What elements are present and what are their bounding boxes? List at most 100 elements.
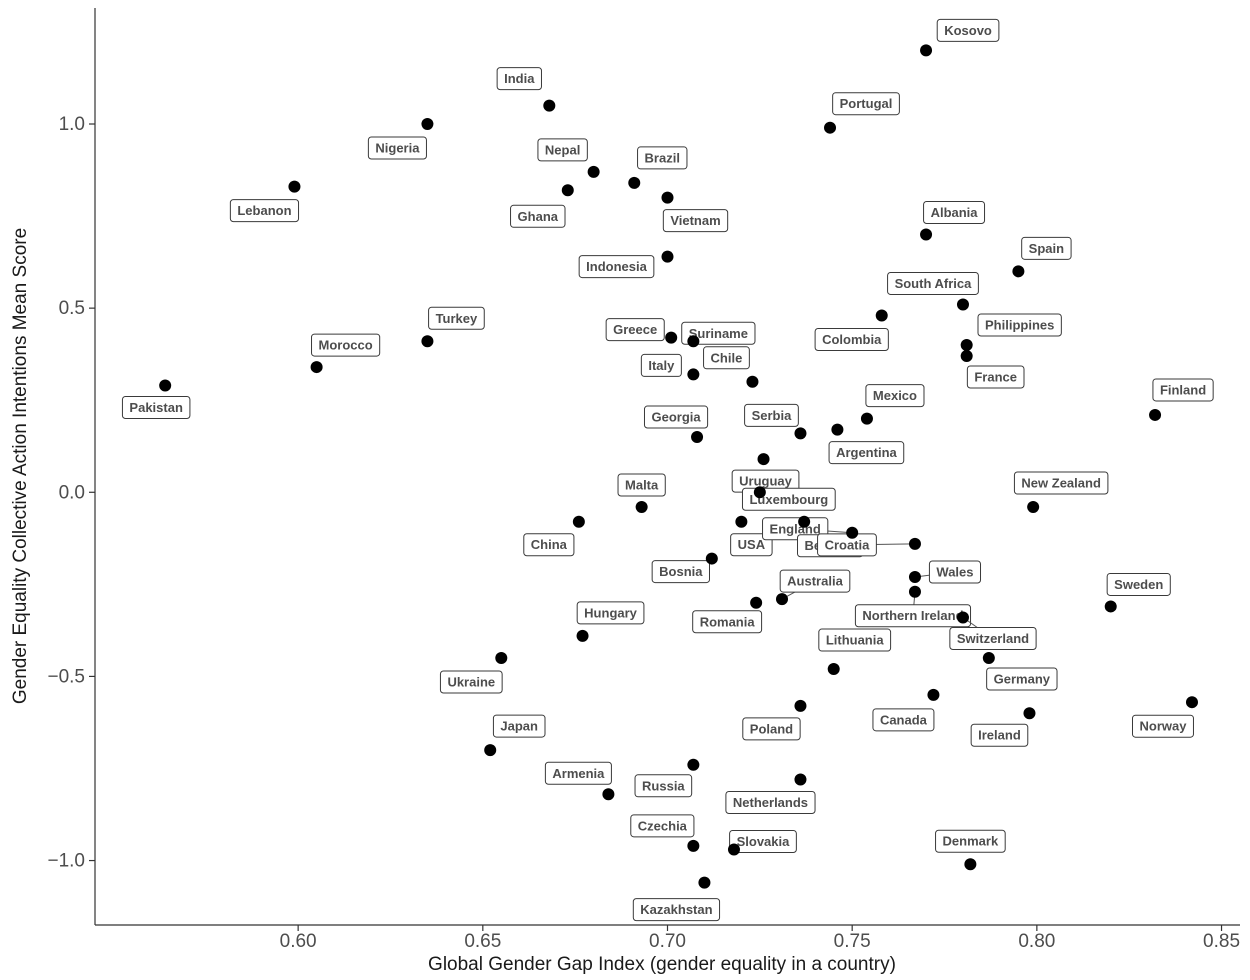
data-point bbox=[824, 121, 837, 134]
data-point bbox=[495, 652, 508, 665]
data-point bbox=[746, 375, 759, 388]
point-label-box bbox=[923, 200, 986, 224]
point-label-text: Uruguay bbox=[739, 474, 793, 489]
point-labels: Kosovo India Portugal Nigeria Nepal Brazil Leb… bbox=[121, 18, 1214, 922]
point-label-box bbox=[367, 136, 427, 160]
data-point bbox=[956, 611, 969, 624]
point-label-text: Suriname bbox=[689, 326, 748, 341]
data-point bbox=[927, 688, 940, 701]
data-point bbox=[908, 570, 921, 583]
point-label-text: USA bbox=[738, 537, 766, 552]
point-label: Canada bbox=[872, 708, 935, 732]
data-point bbox=[587, 165, 600, 178]
point-label-text: Spain bbox=[1029, 241, 1064, 256]
point-label: Ghana bbox=[510, 204, 566, 228]
point-label-box bbox=[814, 328, 889, 352]
data-point bbox=[572, 515, 585, 528]
point-label-box bbox=[828, 441, 905, 465]
point-label: Luxembourg bbox=[741, 487, 836, 511]
point-label: Norway bbox=[1131, 714, 1194, 738]
point-label-box bbox=[544, 761, 612, 785]
point-label-text: Romania bbox=[700, 614, 756, 629]
point-label-text: Finland bbox=[1160, 382, 1206, 397]
point-label-box bbox=[818, 628, 892, 652]
point-label-text: Georgia bbox=[651, 410, 701, 425]
point-label-box bbox=[854, 604, 972, 628]
data-point bbox=[798, 515, 811, 528]
point-label: Italy bbox=[640, 353, 682, 377]
point-label: Suriname bbox=[681, 321, 756, 345]
data-point bbox=[561, 184, 574, 197]
point-label-text: Sweden bbox=[1114, 577, 1163, 592]
point-label-box bbox=[936, 18, 1000, 42]
point-label-text: India bbox=[504, 71, 535, 86]
point-label-box bbox=[643, 405, 709, 429]
point-label-text: Portugal bbox=[840, 96, 893, 111]
point-label-box bbox=[966, 365, 1025, 389]
data-point bbox=[753, 486, 766, 499]
point-label: Wales bbox=[914, 560, 982, 584]
x-tick-label: 0.60 bbox=[280, 931, 317, 952]
point-label: Japan bbox=[492, 714, 546, 738]
point-label: Bosnia bbox=[651, 560, 710, 584]
point-label-text: Lebanon bbox=[237, 203, 291, 218]
data-point bbox=[920, 228, 933, 241]
x-axis-title: Global Gender Gap Index (gender equality… bbox=[428, 954, 896, 975]
data-point bbox=[960, 338, 973, 351]
point-label: France bbox=[966, 365, 1025, 389]
point-label-box bbox=[729, 830, 797, 854]
point-label: Pakistan bbox=[121, 395, 191, 419]
point-label: Poland bbox=[742, 717, 801, 741]
point-label-text: Albania bbox=[931, 205, 979, 220]
point-label-text: Ukraine bbox=[447, 675, 495, 690]
point-label-text: Australia bbox=[787, 574, 843, 589]
data-point bbox=[421, 118, 434, 131]
point-label-text: Denmark bbox=[943, 834, 999, 849]
point-label-box bbox=[121, 395, 191, 419]
point-label-box bbox=[935, 829, 1006, 853]
data-point bbox=[908, 537, 921, 550]
data-point bbox=[421, 335, 434, 348]
point-label-text: Hungary bbox=[584, 605, 638, 620]
data-point bbox=[1185, 696, 1198, 709]
point-label: China bbox=[523, 533, 575, 557]
point-label-box bbox=[832, 92, 900, 116]
point-label-box bbox=[576, 601, 645, 625]
point-label: Georgia bbox=[643, 405, 709, 429]
data-point bbox=[1104, 600, 1117, 613]
data-point bbox=[750, 596, 763, 609]
point-label-text: Mexico bbox=[873, 388, 917, 403]
data-point bbox=[794, 427, 807, 440]
point-label: Philippines bbox=[977, 313, 1062, 337]
point-label-text: Kosovo bbox=[944, 23, 992, 38]
x-tick-label: 0.65 bbox=[464, 931, 501, 952]
data-point bbox=[875, 309, 888, 322]
point-label-text: Ireland bbox=[978, 728, 1021, 743]
data-point bbox=[661, 191, 674, 204]
y-tick-label: 1.0 bbox=[59, 114, 85, 135]
point-label: Kazakhstan bbox=[632, 898, 721, 922]
point-label: Russia bbox=[634, 774, 693, 798]
point-label: Vietnam bbox=[662, 209, 729, 233]
point-label: Slovakia bbox=[729, 830, 797, 854]
point-label-box bbox=[510, 204, 566, 228]
point-label: Nepal bbox=[537, 138, 588, 162]
point-label-box bbox=[741, 487, 836, 511]
point-label-box bbox=[949, 626, 1037, 650]
point-label: Switzerland bbox=[949, 617, 1037, 650]
point-label: Australia bbox=[779, 569, 851, 600]
point-label-box bbox=[605, 318, 665, 342]
point-label-box bbox=[779, 569, 851, 593]
point-label: Brazil bbox=[637, 146, 688, 170]
point-label: Turkey bbox=[428, 306, 485, 330]
data-point bbox=[687, 839, 700, 852]
point-label-text: Philippines bbox=[985, 317, 1054, 332]
point-label-box bbox=[662, 209, 729, 233]
point-label-box bbox=[492, 714, 546, 738]
data-point bbox=[956, 298, 969, 311]
y-axis-title: Gender Equality Collective Action Intent… bbox=[10, 228, 31, 704]
x-tick-label: 0.75 bbox=[834, 931, 871, 952]
y-tick-label: −1.0 bbox=[47, 851, 85, 872]
point-label-text: Kazakhstan bbox=[640, 902, 712, 917]
data-point bbox=[1149, 408, 1162, 421]
